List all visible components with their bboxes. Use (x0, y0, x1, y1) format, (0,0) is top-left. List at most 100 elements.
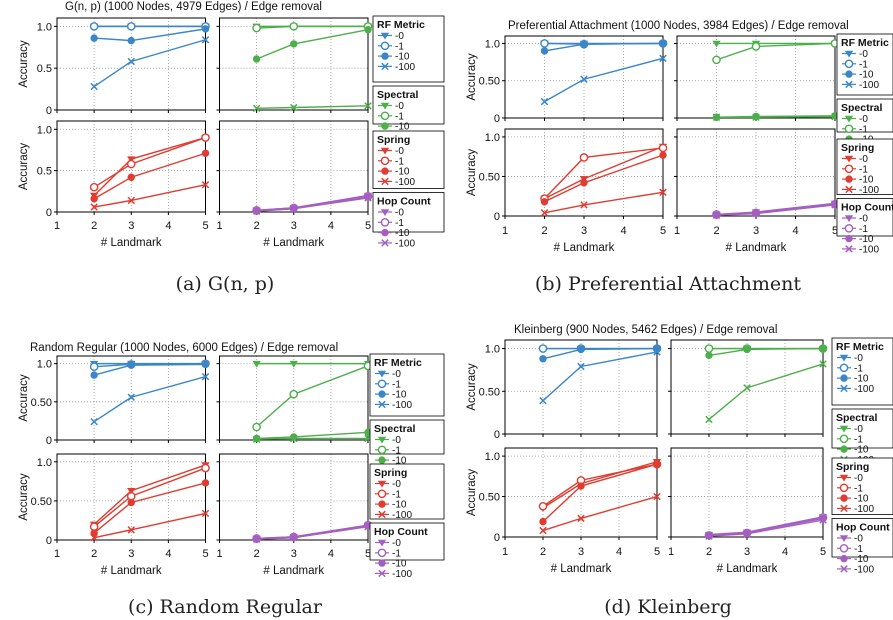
legend-marker (377, 445, 387, 455)
legend-marker (380, 217, 390, 227)
data-point-rf-2 (201, 360, 210, 369)
legend-entry: -1 (395, 218, 404, 229)
y-tick-label: 0.5 (37, 166, 52, 178)
legend-entry: -1 (392, 379, 401, 390)
legend-marker (844, 124, 854, 134)
data-point-spectral-3 (252, 104, 261, 113)
subfigure-1: Preferential Attachment (1000 Nodes, 398… (466, 20, 893, 295)
x-tick-label: 3 (291, 548, 297, 560)
x-tick-label: 3 (744, 546, 750, 558)
data-point-spectral-1 (704, 344, 714, 353)
legend-entry: -1 (395, 111, 404, 122)
legend-marker (377, 370, 387, 378)
legend-marker (377, 489, 387, 499)
series-line-spring-0 (544, 145, 664, 200)
data-point-spectral-1 (252, 23, 261, 33)
x-tick-label: 4 (782, 546, 788, 558)
legend-marker (378, 390, 386, 398)
legend-marker (380, 32, 390, 40)
data-point-hop-3 (252, 535, 261, 543)
data-point-spectral-3 (819, 360, 827, 368)
data-point-rf-3 (127, 57, 135, 66)
legend-marker (844, 215, 854, 222)
series-line-spring-0 (93, 136, 206, 196)
y-tick-label: 0 (494, 532, 500, 544)
data-point-rf-1 (89, 22, 99, 31)
data-point-spectral-2 (364, 26, 372, 34)
panel-frame (504, 128, 664, 217)
legend-marker (381, 228, 389, 237)
legend-marker (845, 175, 853, 183)
data-point-spring-1 (89, 522, 99, 532)
legend-marker (378, 500, 386, 508)
x-axis-label: # Landmark (101, 565, 162, 577)
data-point-spring-2 (127, 498, 135, 507)
x-axis-label: # Landmark (554, 242, 615, 254)
panel-rf: 0 0.50 1.0 Accuracy (466, 339, 662, 441)
legend-marker (380, 111, 390, 121)
legend-title: RF Metric (374, 357, 422, 369)
data-point-rf-3 (540, 97, 549, 106)
series-line-rf-3 (93, 375, 206, 423)
legend-entry: -100 (854, 384, 874, 395)
legend-marker (839, 363, 849, 373)
data-point-hop-3 (290, 204, 298, 213)
legend-box (836, 138, 893, 195)
legend-hop: Hop Count-0-1-10-100 (836, 198, 893, 255)
x-axis-label: # Landmark (717, 563, 778, 575)
x-tick-label: 1 (502, 225, 508, 237)
figure-caption: (c) Random Regular (128, 596, 323, 618)
data-point-rf-3 (653, 348, 661, 356)
legend-spectral: Spectral-0-1-10-100 (372, 85, 445, 143)
legend-marker (845, 70, 853, 78)
legend-entry: -100 (392, 400, 412, 411)
legend-entry: -0 (395, 146, 404, 157)
series-line-spectral-3 (716, 115, 836, 118)
legend-title: Spring (374, 467, 407, 479)
panel-spectral (216, 355, 373, 443)
data-point-hop-3 (819, 516, 827, 524)
data-point-hop-3 (743, 530, 751, 538)
data-point-spectral-1 (712, 55, 721, 65)
legend-entry: -10 (854, 374, 869, 385)
series-line-hop-0 (708, 516, 824, 536)
data-point-spring-3 (127, 526, 135, 534)
data-point-rf-3 (201, 36, 210, 44)
data-point-rf-2 (201, 25, 210, 33)
data-point-spectral-3 (743, 384, 751, 392)
panel-spring: 0 0.50 1.0 Accuracy 1 2 3 4 5 # Landmark (466, 128, 668, 254)
panel-hop: 1 2 3 4 5 # Landmark (216, 120, 373, 249)
legend-entry: -1 (392, 548, 401, 559)
x-tick-label: 2 (541, 225, 547, 237)
data-point-spring-1 (89, 182, 99, 192)
legend-marker (839, 474, 849, 482)
legend-title: Hop Count (836, 522, 890, 534)
legend-entry: -100 (859, 80, 879, 91)
legend-marker (844, 59, 854, 69)
x-tick-label: 4 (616, 546, 622, 558)
series-line-spring-1 (542, 463, 658, 507)
data-point-rf-3 (90, 417, 98, 426)
legend-title: RF Metric (377, 19, 425, 31)
legend-marker (844, 223, 854, 233)
legend-marker (377, 436, 387, 444)
legend-marker (839, 544, 849, 553)
legend-entry: -0 (392, 479, 401, 490)
series-line-spectral-1 (256, 365, 369, 428)
data-point-rf-3 (90, 82, 98, 91)
legend-marker (380, 41, 390, 51)
x-tick-label: 4 (792, 225, 798, 237)
data-point-spring-3 (201, 180, 210, 189)
legend-entry: -100 (395, 238, 415, 249)
data-point-rf-2 (539, 355, 547, 363)
data-point-spectral-0 (289, 360, 298, 368)
x-tick-label: 5 (654, 546, 660, 558)
legend-hop: Hop Count-0-1-10-100 (831, 518, 893, 575)
x-tick-label: 5 (365, 548, 371, 560)
y-tick-label: 1.0 (37, 124, 52, 136)
series-line-rf-2 (94, 28, 206, 42)
legend-marker (377, 480, 387, 488)
data-point-spring-0 (127, 488, 136, 495)
legend-marker (377, 379, 387, 389)
